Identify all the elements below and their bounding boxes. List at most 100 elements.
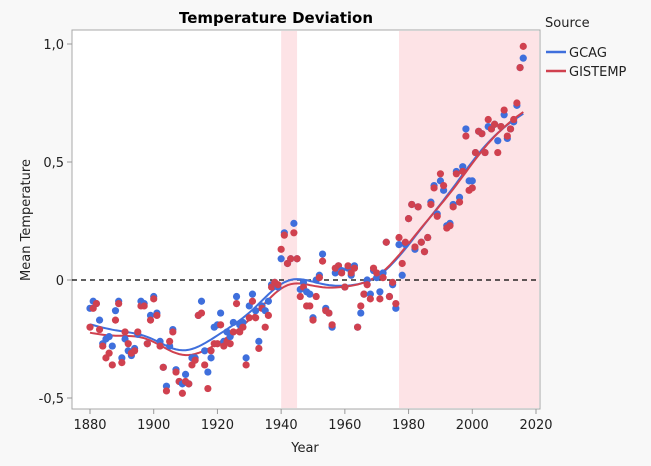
point-gistemp xyxy=(318,257,327,265)
point-gistemp xyxy=(99,342,107,350)
point-gistemp xyxy=(134,328,142,336)
point-gcag xyxy=(111,307,120,315)
shaded-period xyxy=(399,31,539,408)
point-gcag xyxy=(204,368,212,376)
point-gcag xyxy=(494,137,502,145)
point-gistemp xyxy=(338,269,346,277)
point-gistemp xyxy=(350,264,359,272)
legend-item-gistemp[interactable]: GISTEMP xyxy=(546,65,627,80)
shaded-period xyxy=(281,31,298,408)
x-tick-label: 2020 xyxy=(519,418,552,433)
point-gistemp xyxy=(455,198,464,206)
point-gistemp xyxy=(156,342,164,350)
point-gistemp xyxy=(513,99,521,107)
point-gistemp xyxy=(446,222,454,230)
point-gistemp xyxy=(500,106,508,114)
y-tick-label: -0,5 xyxy=(39,392,64,407)
point-gcag xyxy=(318,250,327,258)
point-gcag xyxy=(207,354,215,362)
point-gistemp xyxy=(261,323,269,331)
point-gistemp xyxy=(389,278,397,286)
point-gcag xyxy=(201,347,209,355)
legend: Source GCAG GISTEMP xyxy=(545,16,627,80)
point-gistemp xyxy=(185,380,193,388)
legend-item-gcag[interactable]: GCAG xyxy=(546,46,607,61)
point-gcag xyxy=(108,342,116,350)
y-tick-label: 1,0 xyxy=(43,38,64,53)
point-gistemp xyxy=(115,300,123,308)
point-gistemp xyxy=(398,259,406,268)
point-gistemp xyxy=(242,361,250,369)
point-gistemp xyxy=(363,281,371,289)
point-gistemp xyxy=(494,148,502,157)
point-gistemp xyxy=(392,300,400,308)
point-gistemp xyxy=(315,274,323,282)
point-gcag xyxy=(197,297,206,305)
point-gcag xyxy=(229,318,237,327)
point-gistemp xyxy=(153,311,161,319)
point-gcag xyxy=(357,309,365,317)
point-gistemp xyxy=(92,300,100,308)
point-gistemp xyxy=(328,321,336,329)
point-gistemp xyxy=(440,182,448,190)
point-gistemp xyxy=(459,167,467,176)
point-gistemp xyxy=(484,115,492,124)
point-gistemp xyxy=(506,125,515,133)
point-gistemp xyxy=(373,269,381,277)
point-gistemp xyxy=(162,387,171,395)
point-gistemp xyxy=(178,389,186,397)
point-gistemp xyxy=(255,344,263,353)
point-gistemp xyxy=(124,340,132,348)
point-gistemp xyxy=(108,361,116,369)
point-gistemp xyxy=(111,316,120,324)
point-gistemp xyxy=(401,238,409,246)
point-gistemp xyxy=(86,323,94,331)
point-gistemp xyxy=(519,42,527,50)
point-gistemp xyxy=(462,132,470,140)
y-tick-label: 0 xyxy=(56,274,64,289)
point-gcag xyxy=(252,307,260,315)
point-gistemp xyxy=(357,302,365,310)
point-gistemp xyxy=(379,274,387,282)
point-gcag xyxy=(395,241,403,249)
point-gistemp xyxy=(449,203,457,211)
point-gcag xyxy=(264,297,272,305)
point-gcag xyxy=(232,292,241,301)
point-gistemp xyxy=(427,200,435,209)
point-gistemp xyxy=(274,281,282,289)
point-gistemp xyxy=(497,123,505,131)
point-gistemp xyxy=(471,148,480,157)
point-gistemp xyxy=(360,290,368,298)
point-gcag xyxy=(462,125,470,133)
point-gistemp xyxy=(217,321,225,329)
legend-label-gistemp: GISTEMP xyxy=(569,65,627,80)
point-gistemp xyxy=(309,316,317,324)
point-gcag xyxy=(217,309,225,317)
point-gistemp xyxy=(382,238,390,246)
point-gistemp xyxy=(226,340,234,348)
x-tick-label: 1920 xyxy=(201,418,234,433)
point-gcag xyxy=(376,288,384,296)
point-gcag xyxy=(519,54,527,62)
point-gistemp xyxy=(385,292,394,301)
point-gistemp xyxy=(430,184,438,192)
point-gistemp xyxy=(452,170,460,178)
point-gistemp xyxy=(159,363,167,371)
point-gcag xyxy=(468,177,476,185)
point-gistemp xyxy=(143,340,151,348)
point-gistemp xyxy=(312,292,320,301)
point-gistemp xyxy=(229,328,237,336)
x-tick-label: 1940 xyxy=(265,418,298,433)
x-tick-label: 1900 xyxy=(137,418,170,433)
point-gistemp xyxy=(213,340,222,348)
point-gcag xyxy=(95,316,104,324)
point-gistemp xyxy=(204,384,212,393)
point-gcag xyxy=(306,290,314,298)
point-gcag xyxy=(255,337,263,345)
point-gistemp xyxy=(207,347,215,355)
point-gistemp xyxy=(239,323,247,331)
point-gistemp xyxy=(105,349,113,357)
point-gcag xyxy=(242,354,250,362)
point-gistemp xyxy=(325,309,333,317)
